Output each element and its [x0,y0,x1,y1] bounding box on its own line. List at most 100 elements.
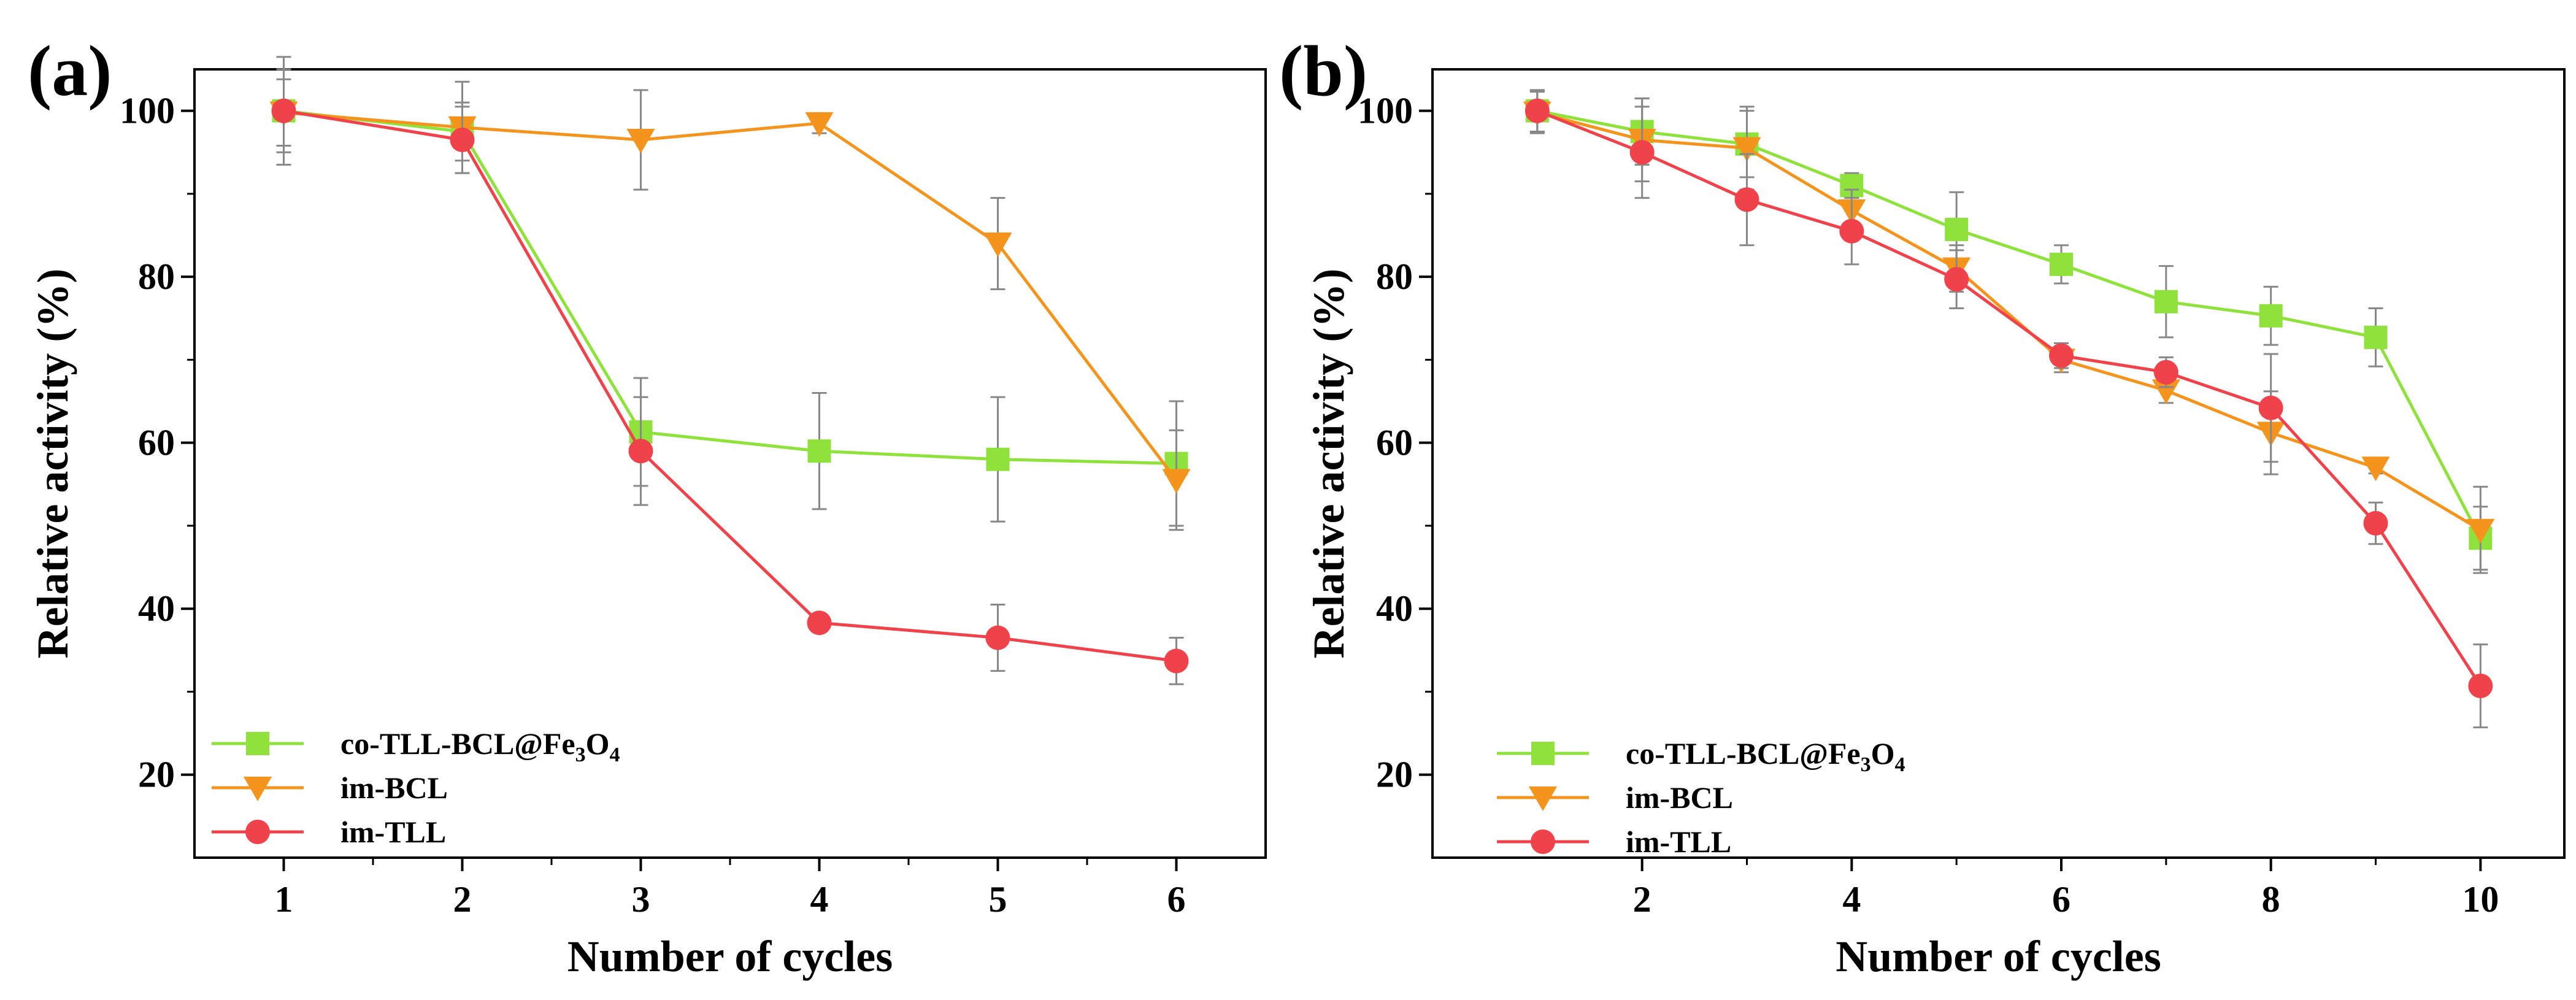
data-point [1734,187,1759,212]
legend-item: im-BCL [1497,780,1733,815]
panel-label: (b) [1279,31,1367,111]
x-tick-label: 6 [1167,879,1186,920]
data-point [2466,518,2495,544]
series-im-TLL [271,56,1189,685]
x-tick-label: 5 [989,879,1007,920]
series-line [1536,109,2482,687]
series-line [1537,109,2482,539]
legend-label: im-TLL [1626,825,1731,859]
data-point [2151,379,2180,404]
legend-label-part: O [1871,736,1895,771]
legend-label: im-BCL [1626,780,1733,815]
data-point [807,439,831,463]
data-point [1732,137,1761,162]
y-tick-label: 40 [1376,588,1413,629]
y-tick-label: 100 [1358,91,1413,131]
legend-item: im-TLL [1497,825,1731,859]
legend-marker [245,820,270,844]
data-point [2153,360,2178,385]
data-point [271,98,296,123]
y-axis: 20 40 60 80 100 [1358,91,1432,795]
x-tick-label: 8 [2262,879,2280,920]
legend-label-part: 4 [610,744,620,766]
y-tick-label: 80 [138,256,175,297]
y-axis-label: Relative activity (%) [1304,269,1353,659]
y-axis: 20 40 60 80 100 [120,91,194,795]
x-tick-label: 2 [1633,879,1651,920]
data-point [2258,395,2283,420]
series-co-TLL-BCL@Fe3O4 [272,68,1188,527]
legend: co-TLL-BCL@Fe3O4 im-BCL im-TLL [212,726,620,849]
x-tick-label: 1 [275,879,293,920]
data-point [628,439,653,464]
legend-label-part: 3 [575,744,586,766]
x-tick-label: 4 [810,879,829,920]
x-axis-label: Number of cycles [567,932,893,981]
panel-label: (a) [28,31,112,111]
data-point [2361,456,2390,482]
y-tick-label: 20 [138,755,175,795]
data-point [807,610,832,636]
series-line [283,110,1178,482]
legend-label: im-BCL [340,771,448,805]
data-point [2468,674,2493,699]
data-point [626,128,655,153]
series-co-TLL-BCL@Fe3O4 [1525,89,2493,571]
y-tick-label: 20 [1376,755,1413,795]
series-line [283,109,1177,663]
x-axis: 2 4 6 8 10 [1633,858,2499,920]
legend-item: co-TLL-BCL@Fe3O4 [1497,736,1905,776]
data-point [2259,304,2283,328]
legend-marker [1529,787,1557,811]
legend-item: co-TLL-BCL@Fe3O4 [212,726,620,766]
legend-marker [1531,742,1555,765]
legend-label-part: O [586,726,610,761]
x-tick-label: 4 [1842,879,1861,920]
series-line [283,109,1177,465]
series-im-BCL [1523,91,2495,574]
legend-label: im-TLL [340,815,446,849]
data-point [1839,218,1864,244]
data-point [450,127,475,152]
data-point [2049,343,2074,368]
data-point [1524,98,1550,123]
data-point [2050,252,2073,276]
legend-label-part: co-TLL-BCL@Fe [340,726,575,761]
data-point [2363,510,2388,536]
legend: co-TLL-BCL@Fe3O4 im-BCL im-TLL [1497,736,1905,859]
legend-label-part: 3 [1861,753,1871,776]
data-point [1164,648,1189,674]
x-axis-label: Number of cycles [1836,932,2161,981]
y-tick-label: 100 [120,91,175,131]
y-tick-label: 60 [1376,423,1413,463]
series-im-TLL [1524,89,2493,729]
series-line [1537,110,2482,531]
x-tick-label: 3 [632,879,650,920]
data-point [986,447,1010,471]
data-point [1944,267,1969,292]
data-point [985,625,1010,650]
data-point [805,112,834,137]
legend-label-part: co-TLL-BCL@Fe [1626,736,1861,771]
y-tick-label: 40 [138,588,175,629]
plot-frame [1431,68,2566,859]
x-tick-label: 6 [2052,879,2070,920]
data-point [1629,140,1655,165]
panel-b: 2 4 6 8 10 20 40 60 80 100 Number of cycles Relativ… [1279,31,2566,981]
x-axis: 1 2 3 4 5 6 [275,858,1186,920]
legend-marker [1531,829,1555,854]
x-tick-label: 2 [453,879,472,920]
legend-marker [244,777,272,801]
data-point [983,233,1012,258]
data-point [2154,290,2178,313]
legend-label: co-TLL-BCL@Fe3O4 [340,726,620,766]
x-tick-label: 10 [2462,879,2499,920]
y-axis-label: Relative activity (%) [28,269,77,659]
legend-label: co-TLL-BCL@Fe3O4 [1626,736,1905,776]
legend-marker [246,732,269,755]
y-tick-label: 80 [1376,256,1413,297]
panel-a: 1 2 3 4 5 6 20 40 60 80 100 Number of cycles Relativ… [28,31,1267,981]
legend-item: im-BCL [212,771,448,805]
data-point [1945,218,1969,242]
